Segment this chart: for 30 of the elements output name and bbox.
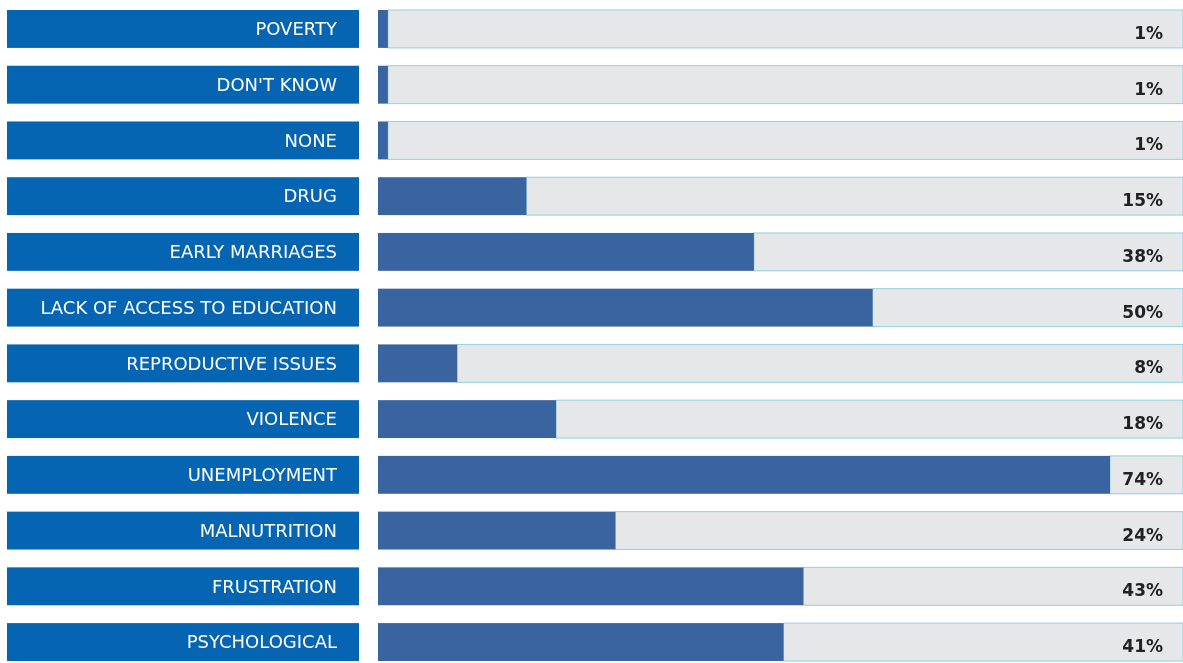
y-tick-label: EARLY MARRIAGES	[169, 241, 337, 263]
y-tick-label: NONE	[284, 129, 337, 151]
y-tick-label: POVERTY	[255, 18, 338, 40]
data-label: 43%	[1122, 580, 1163, 601]
data-label: 15%	[1122, 190, 1163, 211]
y-tick-label: PSYCHOLOGICAL	[186, 631, 337, 653]
data-label: 8%	[1134, 357, 1163, 378]
data-label: 50%	[1122, 301, 1163, 322]
data-label: 18%	[1122, 413, 1163, 434]
data-label: 41%	[1122, 636, 1163, 656]
bar	[378, 177, 527, 216]
y-tick-label: UNEMPLOYMENT	[187, 464, 338, 486]
y-tick-label: FRUSTRATION	[211, 575, 337, 597]
data-label: 74%	[1122, 468, 1163, 489]
bar	[378, 121, 388, 160]
data-label: 1%	[1134, 22, 1163, 43]
bar	[378, 344, 458, 383]
bar	[378, 65, 388, 104]
data-label: 1%	[1134, 134, 1163, 155]
y-tick-label: REPRODUCTIVE ISSUES	[126, 352, 337, 374]
data-label: 1%	[1134, 78, 1163, 99]
y-tick-label: DRUG	[283, 185, 337, 207]
data-label: 38%	[1122, 245, 1163, 266]
bar	[378, 400, 557, 439]
data-label: 24%	[1122, 524, 1163, 545]
bar	[378, 10, 388, 48]
y-tick-label: DON'T KNOW	[216, 73, 338, 95]
y-tick-label: MALNUTRITION	[199, 519, 337, 541]
y-tick-label: LACK OF ACCESS TO EDUCATION	[40, 296, 337, 318]
y-tick-label: VIOLENCE	[246, 408, 337, 430]
